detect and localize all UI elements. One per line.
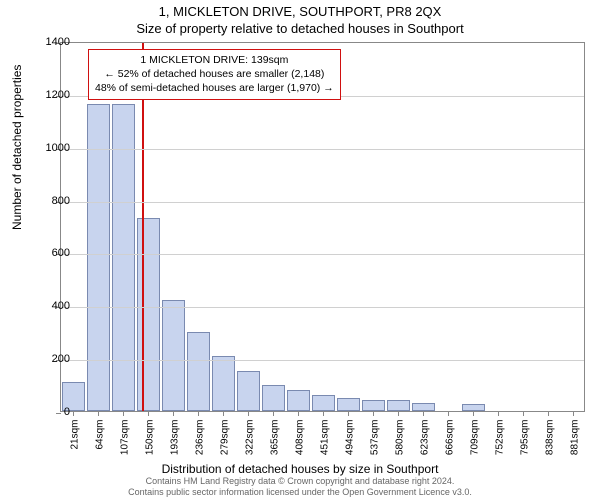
histogram-bar (112, 104, 136, 411)
xtick-mark (198, 411, 199, 416)
xtick-mark (373, 411, 374, 416)
title-address: 1, MICKLETON DRIVE, SOUTHPORT, PR8 2QX (0, 0, 600, 19)
xtick-mark (123, 411, 124, 416)
x-axis-label: Distribution of detached houses by size … (0, 462, 600, 476)
xtick-mark (398, 411, 399, 416)
chart-container: 1, MICKLETON DRIVE, SOUTHPORT, PR8 2QX S… (0, 0, 600, 500)
callout-line1: 1 MICKLETON DRIVE: 139sqm (95, 53, 334, 67)
xtick-mark (173, 411, 174, 416)
ytick-label: 1200 (30, 89, 70, 101)
ytick-label: 800 (30, 195, 70, 207)
xtick-mark (273, 411, 274, 416)
footer-line2: Contains public sector information licen… (0, 487, 600, 498)
plot-area: 1 MICKLETON DRIVE: 139sqm ← 52% of detac… (60, 42, 585, 412)
histogram-bar (87, 104, 111, 411)
xtick-mark (448, 411, 449, 416)
ytick-label: 1400 (30, 36, 70, 48)
gridline (61, 307, 584, 308)
xtick-mark (148, 411, 149, 416)
xtick-mark (248, 411, 249, 416)
histogram-bar (462, 404, 486, 411)
xtick-mark (298, 411, 299, 416)
histogram-bar (212, 356, 236, 412)
ytick-label: 0 (30, 406, 70, 418)
ytick-label: 200 (30, 353, 70, 365)
xtick-mark (548, 411, 549, 416)
y-axis-label: Number of detached properties (10, 65, 24, 230)
title-subtitle: Size of property relative to detached ho… (0, 19, 600, 36)
callout-box: 1 MICKLETON DRIVE: 139sqm ← 52% of detac… (88, 49, 341, 100)
histogram-bar (337, 398, 361, 411)
footer-attribution: Contains HM Land Registry data © Crown c… (0, 476, 600, 498)
histogram-bar (412, 403, 436, 411)
callout-line3: 48% of semi-detached houses are larger (… (95, 81, 334, 95)
callout-line2: ← 52% of detached houses are smaller (2,… (95, 67, 334, 81)
histogram-bar (312, 395, 336, 411)
ytick-label: 400 (30, 300, 70, 312)
gridline (61, 202, 584, 203)
histogram-bar (162, 300, 186, 411)
xtick-mark (98, 411, 99, 416)
gridline (61, 149, 584, 150)
histogram-bar (387, 400, 411, 411)
xtick-mark (498, 411, 499, 416)
xtick-mark (573, 411, 574, 416)
histogram-bar (262, 385, 286, 411)
xtick-mark (73, 411, 74, 416)
gridline (61, 254, 584, 255)
histogram-bar (137, 218, 161, 411)
gridline (61, 360, 584, 361)
xtick-mark (423, 411, 424, 416)
footer-line1: Contains HM Land Registry data © Crown c… (0, 476, 600, 487)
ytick-label: 600 (30, 247, 70, 259)
xtick-mark (473, 411, 474, 416)
xtick-mark (323, 411, 324, 416)
xtick-mark (348, 411, 349, 416)
histogram-bar (287, 390, 311, 411)
histogram-bar (237, 371, 261, 411)
xtick-mark (523, 411, 524, 416)
ytick-label: 1000 (30, 142, 70, 154)
histogram-bar (187, 332, 211, 411)
histogram-bar (362, 400, 386, 411)
xtick-mark (223, 411, 224, 416)
